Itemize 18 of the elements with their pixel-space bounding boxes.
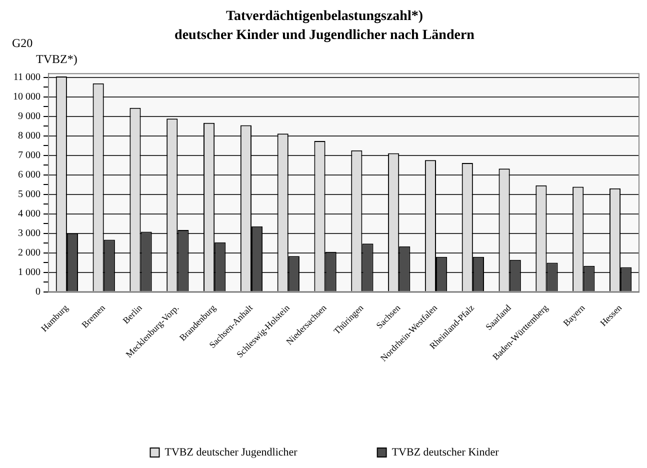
y-tick-label: 5 000 xyxy=(18,189,40,200)
y-tick-label: 0 xyxy=(36,286,40,298)
text: G20 xyxy=(12,36,33,50)
y-tick-label: 6 000 xyxy=(18,170,40,181)
y-tick-label: 11 000 xyxy=(13,72,40,84)
y-tick-label: 3 000 xyxy=(18,228,40,239)
chart-subtitle: deutscher Kinder und Jugendlicher nach Ländern xyxy=(174,28,475,43)
chart-title: Tatverdächtigenbelastungszahl*) xyxy=(226,9,424,24)
y-axis-title: TVBZ*) xyxy=(36,52,78,66)
y-tick-label: 8 000 xyxy=(18,130,40,142)
y-tick-label: 2 000 xyxy=(18,247,40,258)
y-tick-label: 9 000 xyxy=(18,111,40,122)
legend-label: TVBZ deutscher Jugendlicher xyxy=(164,446,298,458)
legend-label: TVBZ deutscher Kinder xyxy=(392,446,500,458)
y-tick-label: 1 000 xyxy=(18,266,40,278)
y-tick-label: 10 000 xyxy=(13,92,40,103)
y-tick-label: 4 000 xyxy=(18,208,40,220)
y-tick-label: 7 000 xyxy=(18,150,40,162)
